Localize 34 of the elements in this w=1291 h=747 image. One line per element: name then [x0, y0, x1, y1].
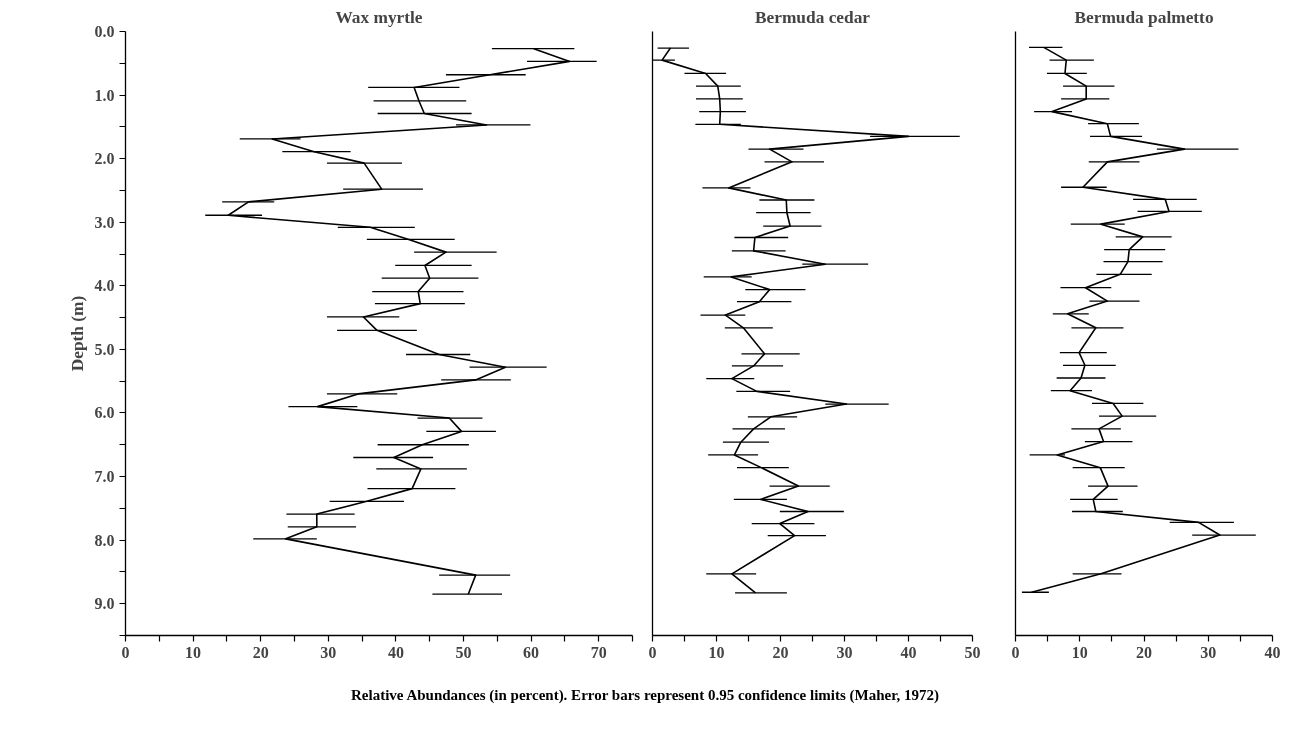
y-tick-label: 2.0 — [94, 150, 115, 168]
x-tick-label: 40 — [1264, 643, 1281, 661]
chart-title: Bermuda cedar — [754, 7, 871, 27]
x-tick-label: 30 — [836, 643, 853, 661]
x-tick-label: 60 — [523, 643, 540, 661]
x-tick-label: 10 — [185, 643, 202, 661]
text: Relative Abundances (in percent). Error bars represent 0.95 confidence limits (Maher, 1972) — [350, 686, 939, 705]
y-tick-label: 8.0 — [94, 531, 115, 549]
x-tick-label: 0 — [648, 643, 657, 661]
x-tick-label: 50 — [964, 643, 981, 661]
y-tick-label: 5.0 — [94, 340, 115, 358]
x-tick-label: 40 — [387, 643, 404, 661]
x-tick-label: 10 — [1071, 643, 1088, 661]
y-axis-title: Depth (m) — [67, 295, 87, 372]
x-tick-label: 0 — [1011, 643, 1020, 661]
x-tick-label: 40 — [900, 643, 917, 661]
x-tick-label: 20 — [252, 643, 269, 661]
y-tick-label: 4.0 — [94, 277, 115, 295]
x-tick-label: 10 — [708, 643, 725, 661]
y-tick-label: 1.0 — [94, 86, 115, 104]
chart-title: Wax myrtle — [335, 7, 423, 27]
y-tick-label: 6.0 — [94, 404, 115, 422]
y-tick-label: 7.0 — [94, 468, 115, 486]
x-tick-label: 20 — [772, 643, 789, 661]
y-tick-label: 3.0 — [94, 213, 115, 231]
chart-title: Bermuda palmetto — [1074, 7, 1214, 27]
x-tick-label: 20 — [1136, 643, 1152, 661]
y-tick-label: 0.0 — [94, 23, 115, 40]
x-tick-label: 0 — [121, 643, 130, 661]
x-tick-label: 50 — [455, 643, 472, 661]
y-tick-label: 9.0 — [94, 595, 115, 613]
x-tick-label: 30 — [1200, 643, 1217, 661]
x-tick-label: 70 — [590, 643, 607, 661]
x-tick-label: 30 — [320, 643, 337, 661]
